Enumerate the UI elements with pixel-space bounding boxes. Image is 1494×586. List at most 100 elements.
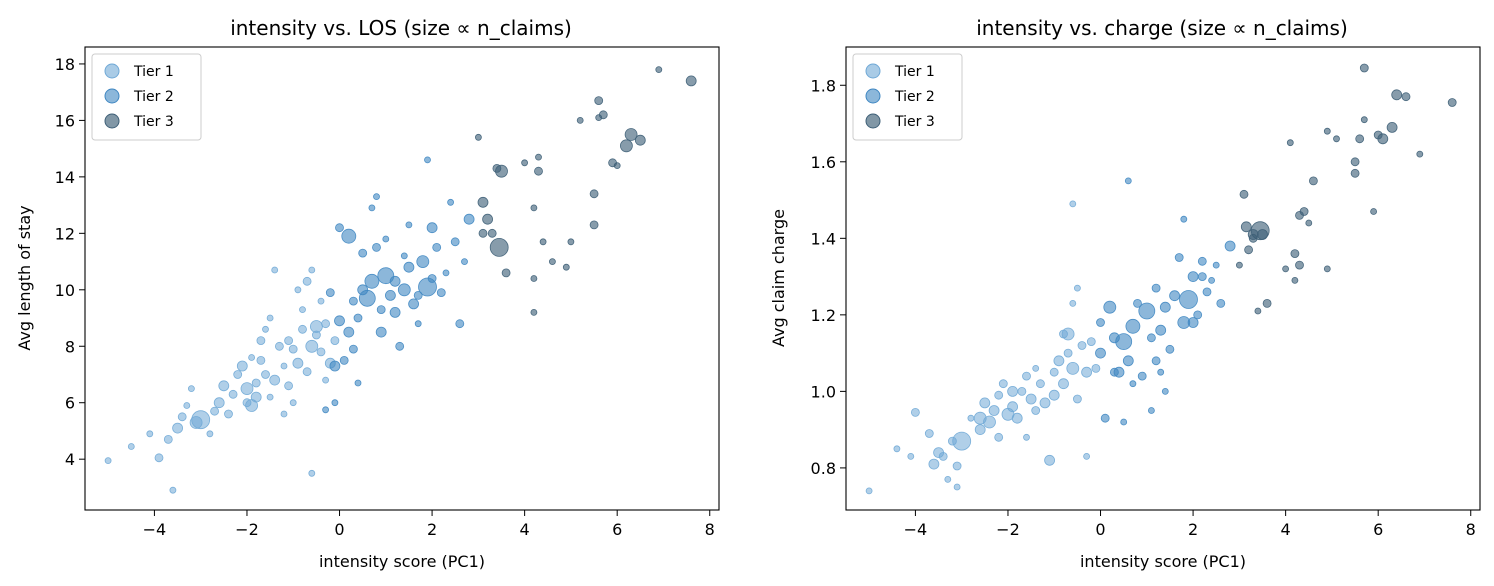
x-tick-label: 6 — [612, 520, 622, 539]
legend-marker-tier-2 — [865, 88, 881, 104]
scatter-point-tier-1 — [1066, 361, 1080, 375]
y-axis-label: Avg claim charge — [769, 209, 788, 347]
y-tick-label: 6 — [65, 394, 75, 413]
scatter-point-tier-2 — [335, 223, 344, 233]
y-tick-label: 1.2 — [811, 306, 836, 325]
scatter-point-tier-2 — [364, 273, 380, 289]
legend-marker-tier-2 — [104, 88, 120, 104]
scatter-point-tier-1 — [1031, 406, 1041, 415]
scatter-point-tier-1 — [1069, 299, 1077, 307]
scatter-point-tier-1 — [322, 376, 330, 384]
scatter-point-tier-2 — [1148, 407, 1155, 414]
y-axis-label: Avg length of stay — [15, 205, 34, 350]
legend: Tier 1 Tier 2 Tier 3 — [852, 53, 963, 141]
scatter-point-tier-2 — [426, 222, 438, 234]
scatter-point-tier-1 — [242, 398, 252, 408]
scatter-point-tier-1 — [163, 434, 173, 444]
scatter-point-tier-1 — [269, 374, 281, 386]
scatter-point-tier-3 — [1359, 63, 1369, 73]
scatter-point-tier-1 — [298, 324, 307, 334]
scatter-point-tier-2 — [395, 341, 405, 351]
scatter-point-tier-3 — [1262, 298, 1272, 308]
scatter-point-tier-1 — [127, 443, 135, 450]
scatter-point-tier-1 — [1039, 397, 1051, 409]
legend-label-tier-2: Tier 2 — [133, 89, 174, 105]
x-tick-label: −2 — [996, 520, 1020, 539]
scatter-point-tier-1 — [938, 451, 948, 461]
scatter-point-tier-1 — [953, 483, 961, 491]
legend-box — [91, 53, 202, 141]
scatter-point-tier-3 — [1248, 233, 1258, 243]
scatter-point-tier-3 — [1286, 139, 1294, 147]
scatter-point-tier-2 — [413, 290, 423, 300]
scatter-point-tier-1 — [256, 336, 266, 346]
scatter-points — [865, 63, 1457, 495]
y-tick-label: 1.0 — [811, 382, 836, 401]
scatter-point-tier-1 — [292, 357, 304, 369]
scatter-point-tier-2 — [1197, 256, 1207, 266]
scatter-point-tier-3 — [482, 213, 494, 225]
scatter-point-tier-2 — [322, 406, 330, 414]
x-tick-label: −4 — [904, 520, 928, 539]
scatter-point-tier-3 — [1386, 122, 1398, 133]
scatter-point-tier-2 — [436, 288, 446, 298]
scatter-point-tier-1 — [1069, 200, 1077, 208]
scatter-point-tier-1 — [248, 354, 256, 361]
y-tick-label: 12 — [55, 224, 75, 243]
scatter-point-tier-1 — [330, 336, 340, 346]
scatter-point-tier-3 — [598, 110, 608, 120]
scatter-point-tier-1 — [305, 339, 319, 353]
scatter-point-tier-1 — [1063, 348, 1073, 358]
scatter-point-tier-1 — [998, 379, 1008, 389]
scatter-point-tier-3 — [478, 228, 488, 238]
scatter-point-tier-1 — [206, 430, 214, 438]
scatter-point-tier-1 — [210, 406, 220, 416]
scatter-point-tier-2 — [325, 288, 335, 298]
scatter-point-tier-1 — [1044, 454, 1055, 466]
scatter-point-tier-2 — [1180, 215, 1188, 223]
scatter-point-tier-2 — [334, 315, 345, 327]
scatter-point-tier-2 — [1159, 301, 1171, 313]
scatter-point-tier-3 — [567, 238, 575, 246]
y-tick-label: 0.8 — [811, 459, 836, 478]
y-tick-label: 8 — [65, 337, 75, 356]
scatter-point-tier-2 — [1147, 333, 1156, 343]
scatter-point-tier-3 — [1254, 307, 1262, 315]
scatter-point-tier-3 — [620, 139, 633, 153]
scatter-point-tier-1 — [271, 266, 279, 274]
scatter-point-tier-1 — [256, 355, 266, 365]
scatter-point-tier-2 — [377, 267, 395, 285]
scatter-point-tier-2 — [1157, 368, 1165, 376]
x-axis-ticks: −4 −2 0 2 4 6 8 — [904, 510, 1476, 539]
scatter-point-tier-2 — [461, 258, 468, 266]
scatter-point-tier-3 — [1240, 221, 1252, 233]
scatter-point-tier-3 — [530, 204, 538, 212]
scatter-point-tier-3 — [1295, 260, 1304, 270]
y-tick-label: 4 — [65, 450, 75, 469]
scatter-point-tier-2 — [1129, 380, 1137, 388]
y-tick-label: 1.4 — [811, 229, 836, 248]
scatter-point-tier-2 — [408, 298, 420, 310]
scatter-point-tier-2 — [455, 319, 465, 329]
y-axis-ticks: 0.8 1.0 1.2 1.4 1.6 1.8 — [811, 76, 846, 478]
scatter-point-tier-3 — [1350, 168, 1360, 178]
scatter-point-tier-2 — [1197, 272, 1207, 282]
scatter-point-tier-1 — [321, 319, 331, 329]
scatter-point-tier-2 — [1165, 344, 1175, 354]
x-tick-label: 0 — [334, 520, 344, 539]
scatter-point-tier-3 — [534, 166, 543, 176]
scatter-point-tier-1 — [240, 382, 254, 396]
scatter-point-tier-3 — [501, 268, 511, 278]
scatter-point-tier-2 — [400, 252, 408, 260]
scatter-point-tier-1 — [280, 362, 288, 370]
scatter-point-tier-2 — [1151, 356, 1161, 366]
scatter-point-tier-2 — [416, 255, 430, 269]
scatter-point-tier-3 — [1370, 208, 1377, 215]
scatter-point-tier-2 — [1169, 290, 1180, 302]
scatter-point-tier-3 — [1323, 265, 1331, 273]
scatter-point-tier-2 — [348, 296, 358, 306]
x-axis-label: intensity score (PC1) — [1080, 552, 1246, 571]
scatter-point-tier-3 — [521, 159, 528, 167]
scatter-point-tier-3 — [530, 275, 538, 282]
scatter-point-tier-1 — [973, 411, 987, 425]
